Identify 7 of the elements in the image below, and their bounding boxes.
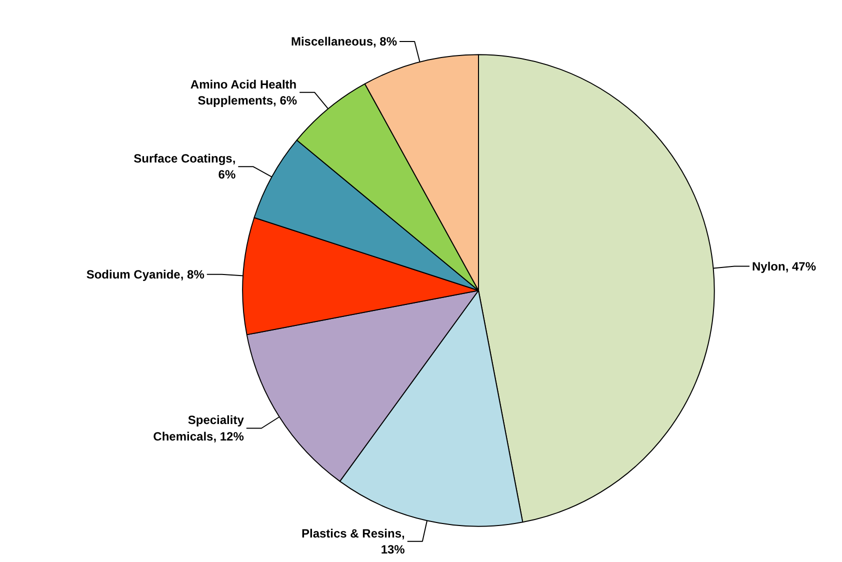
slice-label: Speciality Chemicals, 12% [153, 413, 244, 444]
slice-label: Sodium Cyanide, 8% [86, 267, 205, 282]
slice-label: Miscellaneous, 8% [290, 34, 398, 49]
slice-label: Surface Coatings, 6% [134, 152, 236, 182]
slice-label: Plastics & Resins, 13% [301, 526, 406, 556]
slice-label: Amino Acid Health Supplements, 6% [190, 77, 298, 108]
slice-label: Nylon, 47% [752, 259, 816, 274]
